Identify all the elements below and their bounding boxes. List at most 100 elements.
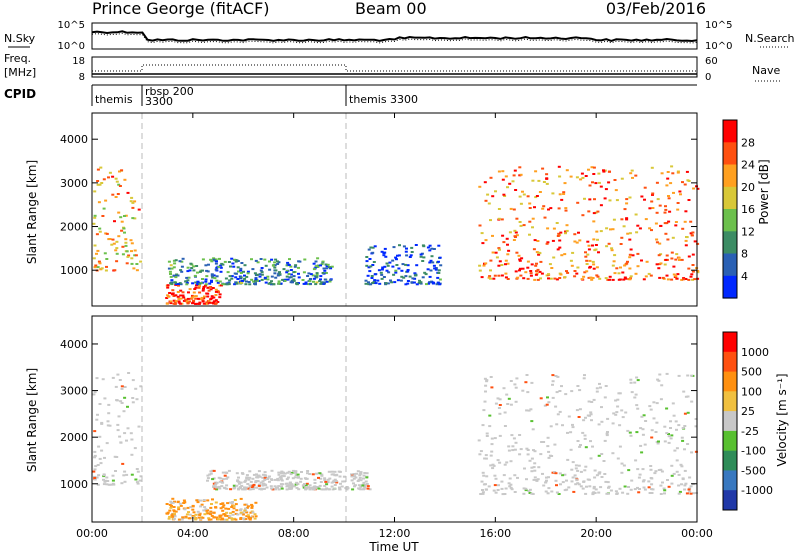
power-cell xyxy=(198,282,202,285)
power-cell xyxy=(678,190,682,193)
power-cell xyxy=(615,267,619,270)
velocity-cell xyxy=(589,457,593,460)
velocity-cell xyxy=(263,478,267,481)
velocity-cell xyxy=(122,410,126,413)
velocity-cell xyxy=(523,467,526,470)
velocity-cell xyxy=(525,409,529,412)
velocity-cell xyxy=(117,415,121,418)
power-cell xyxy=(288,258,291,261)
velocity-cell xyxy=(592,485,596,488)
power-cell xyxy=(667,220,671,223)
power-cell xyxy=(382,254,386,257)
velocity-cell xyxy=(212,511,216,514)
power-cell xyxy=(535,262,538,265)
velocity-cell xyxy=(551,374,555,377)
velocity-cell xyxy=(667,485,671,488)
power-cell xyxy=(97,260,101,263)
velocity-cell xyxy=(630,391,634,394)
power-cell xyxy=(172,299,176,302)
power-cell xyxy=(579,178,583,181)
velocity-cell xyxy=(663,425,667,428)
velocity-cell xyxy=(296,476,300,479)
velocity-cell xyxy=(362,474,366,477)
power-cell xyxy=(322,281,326,284)
velocity-cell xyxy=(643,488,647,491)
velocity-cell xyxy=(306,472,309,475)
power-cell xyxy=(689,220,693,223)
velocity-cell xyxy=(362,485,366,488)
velocity-cell xyxy=(191,504,195,507)
power-cell xyxy=(212,296,216,299)
velocity-cell xyxy=(214,501,218,504)
power-cell xyxy=(378,282,382,285)
power-cell xyxy=(114,196,118,198)
power-cell xyxy=(212,274,216,277)
velocity-cell xyxy=(285,485,289,488)
colorbar-frame xyxy=(722,119,738,299)
power-cell xyxy=(373,245,377,248)
velocity-cell xyxy=(225,477,228,480)
power-cell xyxy=(478,224,482,227)
velocity-cell xyxy=(489,376,493,378)
power-cell xyxy=(186,279,190,282)
velocity-cell xyxy=(503,411,507,414)
velocity-cell xyxy=(547,401,551,404)
power-cell xyxy=(328,280,332,283)
velocity-cell xyxy=(479,450,483,453)
velocity-cell xyxy=(675,459,679,462)
power-cell xyxy=(172,295,176,297)
velocity-cell xyxy=(253,517,257,520)
power-cell xyxy=(659,224,663,227)
power-cell xyxy=(495,256,499,259)
power-cell xyxy=(206,295,210,298)
power-cell xyxy=(518,267,522,270)
power-cell xyxy=(528,202,532,205)
power-cell xyxy=(365,256,369,258)
power-cell xyxy=(323,269,327,272)
colorbar-tick-label: 16 xyxy=(741,203,755,216)
power-cell xyxy=(303,258,307,261)
power-cell xyxy=(292,271,296,274)
power-cell xyxy=(665,184,669,187)
velocity-cell xyxy=(363,486,367,489)
power-cell xyxy=(596,238,599,241)
power-cell xyxy=(423,271,427,274)
power-cell xyxy=(263,258,267,261)
velocity-cell xyxy=(600,476,604,478)
power-cell xyxy=(526,260,530,263)
velocity-cell xyxy=(502,474,506,477)
velocity-cell xyxy=(364,480,368,483)
velocity-cell xyxy=(304,484,308,487)
velocity-cell xyxy=(254,501,258,504)
velocity-cell xyxy=(627,469,631,472)
power-cell xyxy=(192,295,196,298)
velocity-cell xyxy=(203,513,207,516)
power-cell xyxy=(135,269,139,272)
velocity-cell xyxy=(211,478,215,481)
velocity-cell xyxy=(252,473,256,476)
power-cell xyxy=(676,273,680,276)
velocity-cell xyxy=(228,515,232,518)
velocity-cell xyxy=(507,445,511,448)
velocity-cell xyxy=(345,486,349,488)
power-cell xyxy=(274,269,278,272)
power-cell xyxy=(115,180,119,183)
velocity-cell xyxy=(220,485,224,488)
velocity-cell xyxy=(333,487,337,490)
velocity-cell xyxy=(694,418,698,420)
velocity-cell xyxy=(266,478,269,480)
velocity-cell xyxy=(133,447,137,450)
velocity-cell xyxy=(640,415,644,418)
power-cell xyxy=(369,246,373,249)
power-cell xyxy=(549,277,553,280)
power-cell xyxy=(289,281,293,284)
power-cell xyxy=(505,237,509,240)
power-cell xyxy=(129,200,133,203)
power-cell xyxy=(194,286,198,289)
velocity-cell xyxy=(648,405,652,408)
power-cell xyxy=(535,251,539,254)
power-cell xyxy=(315,275,319,278)
power-cell xyxy=(198,301,202,304)
velocity-cell xyxy=(657,440,660,443)
power-cell xyxy=(219,264,223,267)
